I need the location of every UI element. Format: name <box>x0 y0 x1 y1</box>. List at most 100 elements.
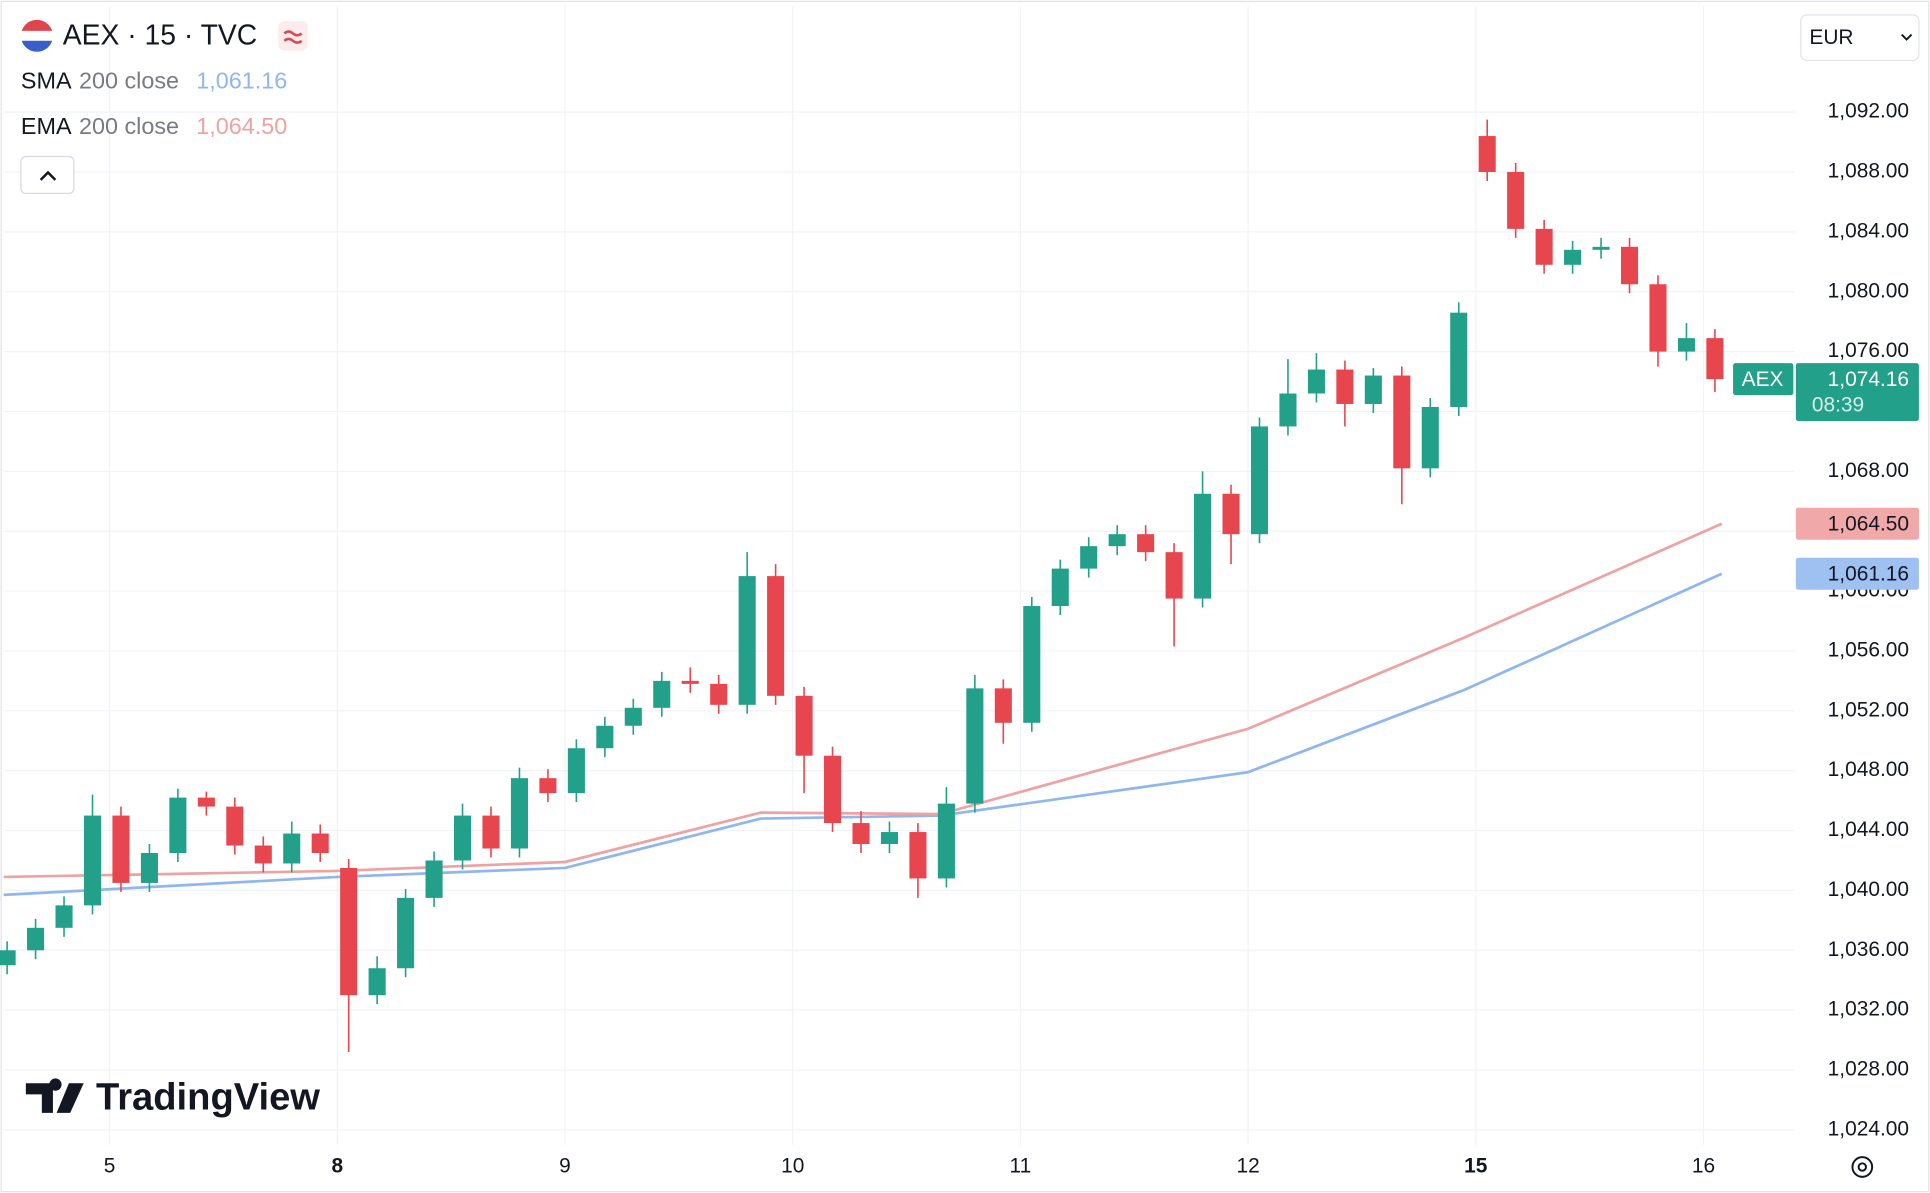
flag-icon <box>20 19 53 52</box>
settings-icon[interactable] <box>1851 1156 1874 1178</box>
currency-label: EUR <box>1809 26 1853 49</box>
candle-body <box>1649 284 1667 352</box>
candle-body <box>1222 493 1240 535</box>
y-tick-label: 1,084.00 <box>1828 219 1909 242</box>
header: AEX · 15 · TVC SMA 200 close 1,061.16 EMA 20… <box>20 19 308 195</box>
indicator-line <box>3 572 1723 897</box>
candle-body <box>1023 606 1041 723</box>
y-tick-label: 1,068.00 <box>1828 459 1909 482</box>
candle-body <box>27 927 45 951</box>
candle-body <box>1393 375 1411 469</box>
candle-body <box>567 748 585 794</box>
y-tick-label: 1,028.00 <box>1828 1058 1909 1081</box>
candle-body <box>0 950 16 966</box>
candle-body <box>1507 171 1525 229</box>
x-tick-label: 15 <box>1464 1155 1488 1178</box>
candle-body <box>1336 369 1354 404</box>
candle-body <box>1478 136 1496 172</box>
x-tick-label: 12 <box>1236 1155 1259 1178</box>
candle-body <box>909 832 927 879</box>
y-tick-label: 1,036.00 <box>1828 938 1909 961</box>
candle-body <box>197 797 215 807</box>
grid: 1,024.00 1,028.00 1,032.00 1,036.00 1,040.00… <box>3 6 1909 1178</box>
candle-body <box>767 576 785 696</box>
symbol-title[interactable]: AEX · 15 · TVC <box>63 19 257 51</box>
legend-name: EMA <box>21 113 72 139</box>
candle-body <box>539 778 557 794</box>
candle-body <box>1450 312 1468 407</box>
candle-body <box>1080 546 1098 569</box>
candle-body <box>1706 338 1724 380</box>
axis-tag-label: 1,061.16 <box>1828 562 1909 585</box>
axis-tag <box>1795 557 1919 590</box>
axis-tag-label: 1,064.50 <box>1828 512 1909 535</box>
y-tick-label: 1,092.00 <box>1828 100 1909 123</box>
candle-body <box>1137 534 1155 553</box>
candle-body <box>1620 246 1639 285</box>
symbol-tag <box>1733 363 1794 396</box>
x-tick-label: 11 <box>1010 1155 1032 1178</box>
candle-body <box>340 867 358 996</box>
price-tags: 1,061.16 1,064.50 AEX 1,074.16 08:39 <box>1733 363 1919 590</box>
candle-body <box>1535 228 1553 265</box>
currency-select[interactable] <box>1800 14 1920 62</box>
candle-body <box>1564 249 1582 265</box>
candle-body <box>966 688 984 804</box>
legend-value: 1,061.16 <box>196 68 287 94</box>
candle-body <box>994 688 1012 723</box>
candle-body <box>283 833 301 864</box>
currency-chevron <box>1900 33 1913 41</box>
collapse-chevron <box>39 170 57 181</box>
y-tick-label: 1,088.00 <box>1828 160 1909 183</box>
candle-body <box>1677 338 1695 352</box>
candle-body <box>226 806 244 846</box>
candle-body <box>1421 406 1439 469</box>
y-tick-label: 1,048.00 <box>1828 758 1909 781</box>
candle-body <box>1165 552 1183 599</box>
candle-body <box>83 815 102 906</box>
legend-entry: EMA 200 close 1,064.50 <box>21 113 287 139</box>
candle-body <box>510 778 528 849</box>
x-tick-label: 10 <box>781 1155 804 1178</box>
status-icon[interactable] <box>278 21 308 51</box>
price-tag-label: 1,074.16 <box>1828 368 1909 391</box>
indicator-line <box>3 522 1723 879</box>
candle-body <box>653 680 671 708</box>
candle-body <box>311 833 329 853</box>
collapse-button[interactable] <box>20 155 75 195</box>
legend-name: SMA <box>21 68 72 94</box>
watermark: TradingView <box>25 1075 320 1118</box>
candle-body <box>937 803 955 879</box>
candle-body <box>681 680 699 684</box>
candle-body <box>1307 369 1325 394</box>
candle-body <box>880 832 899 845</box>
candle-body <box>1051 568 1069 607</box>
y-tick-label: 1,032.00 <box>1828 998 1909 1021</box>
logo-icon <box>25 1078 84 1113</box>
candle-body <box>596 725 614 749</box>
candle-body <box>1364 375 1382 404</box>
candle-body <box>738 576 756 705</box>
candle-body <box>482 815 500 849</box>
candle-body <box>710 683 728 705</box>
candle-body <box>112 815 130 883</box>
candle-body <box>795 695 813 756</box>
y-tick-label: 1,076.00 <box>1828 339 1909 362</box>
candle-body <box>169 797 187 853</box>
legend-value: 1,064.50 <box>196 113 287 139</box>
y-tick-label: 1,056.00 <box>1828 638 1909 661</box>
y-tick-label: 1,080.00 <box>1828 279 1909 302</box>
candle-body <box>624 707 642 726</box>
y-tick-label: 1,024.00 <box>1828 1117 1909 1140</box>
y-tick-label: 1,040.00 <box>1828 878 1909 901</box>
candle-body <box>1592 246 1610 250</box>
candle-body <box>453 815 472 861</box>
settings-icon-core <box>1857 1162 1867 1172</box>
candle-body <box>852 823 870 845</box>
price-tag <box>1795 363 1919 421</box>
y-tick-label: 1,052.00 <box>1828 698 1909 721</box>
symbol-tag-label: AEX <box>1742 368 1784 391</box>
